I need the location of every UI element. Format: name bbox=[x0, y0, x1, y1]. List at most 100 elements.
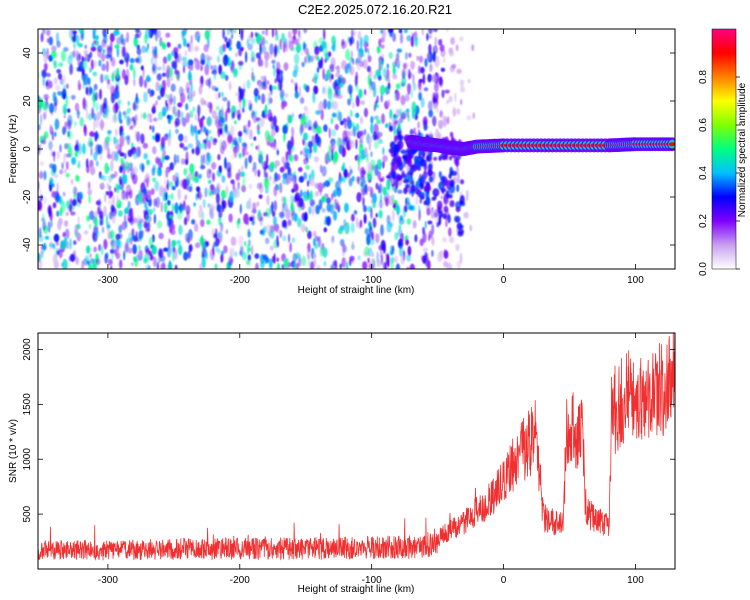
noise-speckle bbox=[372, 217, 377, 228]
noise-speckle bbox=[53, 63, 57, 69]
noise-speckle bbox=[214, 263, 218, 269]
noise-speckle bbox=[120, 157, 124, 165]
noise-speckle bbox=[170, 192, 174, 201]
noise-speckle bbox=[157, 95, 162, 101]
noise-speckle bbox=[115, 238, 121, 249]
noise-speckle bbox=[438, 119, 444, 130]
noise-speckle bbox=[195, 130, 198, 142]
noise-speckle bbox=[91, 263, 96, 268]
noise-speckle bbox=[418, 92, 422, 101]
noise-speckle bbox=[281, 235, 287, 242]
noise-speckle bbox=[169, 162, 174, 171]
noise-speckle bbox=[334, 123, 339, 131]
noise-speckle bbox=[247, 43, 253, 51]
noise-speckle bbox=[397, 189, 403, 194]
noise-speckle bbox=[49, 102, 54, 114]
noise-speckle bbox=[116, 46, 120, 58]
noise-speckle bbox=[345, 48, 351, 61]
noise-speckle bbox=[231, 154, 234, 161]
transition-blob bbox=[393, 144, 399, 154]
noise-speckle bbox=[93, 246, 97, 253]
noise-speckle bbox=[57, 220, 62, 231]
noise-speckle bbox=[38, 100, 43, 112]
noise-speckle bbox=[260, 59, 264, 67]
noise-speckle bbox=[276, 262, 281, 269]
noise-speckle bbox=[265, 29, 268, 37]
noise-speckle bbox=[158, 232, 164, 240]
noise-speckle bbox=[152, 177, 157, 183]
noise-speckle bbox=[331, 44, 335, 51]
noise-speckle bbox=[151, 29, 157, 36]
noise-speckle bbox=[69, 238, 72, 250]
noise-speckle bbox=[131, 262, 134, 267]
noise-speckle bbox=[229, 190, 235, 202]
noise-speckle bbox=[348, 165, 352, 170]
noise-speckle bbox=[62, 258, 68, 269]
noise-speckle bbox=[318, 142, 322, 148]
noise-speckle bbox=[275, 184, 282, 191]
noise-speckle bbox=[314, 191, 320, 197]
noise-speckle bbox=[398, 122, 401, 132]
noise-speckle bbox=[43, 196, 47, 205]
noise-speckle bbox=[184, 50, 188, 57]
noise-speckle bbox=[325, 180, 329, 187]
noise-speckle bbox=[107, 130, 112, 135]
noise-speckle bbox=[193, 202, 197, 207]
noise-speckle bbox=[173, 154, 177, 166]
noise-speckle bbox=[146, 189, 152, 201]
colorbar-tick-label: 0.2 bbox=[698, 214, 709, 228]
noise-speckle bbox=[127, 100, 131, 107]
noise-speckle bbox=[224, 74, 229, 81]
noise-speckle bbox=[86, 245, 91, 254]
noise-speckle bbox=[456, 108, 461, 115]
noise-speckle bbox=[72, 30, 77, 35]
noise-speckle bbox=[316, 125, 322, 135]
noise-speckle bbox=[116, 194, 120, 205]
transition-blob bbox=[427, 168, 433, 177]
noise-speckle bbox=[300, 223, 306, 233]
noise-speckle bbox=[246, 38, 249, 47]
transition-blob bbox=[442, 155, 448, 160]
noise-speckle bbox=[227, 37, 232, 44]
noise-speckle bbox=[182, 178, 188, 190]
noise-speckle bbox=[204, 187, 208, 198]
colorbar: 0.0 0.2 0.4 0.6 0.8 Normalized spectral ampl… bbox=[698, 28, 748, 276]
noise-speckle bbox=[343, 218, 347, 227]
noise-speckle bbox=[334, 65, 340, 70]
noise-speckle bbox=[40, 113, 43, 126]
noise-speckle bbox=[104, 253, 109, 264]
noise-speckle bbox=[106, 78, 111, 85]
noise-speckle bbox=[282, 172, 288, 180]
noise-speckle bbox=[250, 142, 254, 147]
noise-speckle bbox=[351, 213, 355, 222]
noise-speckle bbox=[442, 237, 447, 243]
noise-speckle bbox=[309, 178, 315, 187]
noise-speckle bbox=[279, 38, 282, 51]
noise-speckle bbox=[380, 44, 385, 49]
noise-speckle bbox=[273, 46, 277, 59]
noise-speckle bbox=[257, 209, 261, 220]
noise-speckle bbox=[392, 64, 396, 76]
noise-speckle bbox=[275, 160, 281, 167]
noise-speckle bbox=[331, 112, 337, 118]
noise-speckle bbox=[382, 147, 385, 156]
noise-speckle bbox=[74, 186, 77, 197]
noise-speckle bbox=[154, 180, 160, 192]
noise-speckle bbox=[55, 241, 59, 246]
noise-speckle bbox=[166, 179, 170, 192]
noise-speckle bbox=[53, 174, 59, 179]
noise-speckle bbox=[350, 109, 353, 118]
noise-speckle bbox=[191, 148, 195, 155]
noise-speckle bbox=[213, 72, 217, 80]
noise-speckle bbox=[92, 71, 98, 77]
noise-speckle bbox=[307, 141, 313, 149]
noise-speckle bbox=[95, 230, 100, 238]
noise-speckle bbox=[381, 161, 385, 169]
noise-speckle bbox=[339, 120, 345, 126]
noise-speckle bbox=[378, 61, 381, 73]
noise-speckle bbox=[300, 115, 306, 127]
noise-speckle bbox=[229, 250, 232, 259]
noise-speckle bbox=[274, 172, 278, 182]
noise-speckle bbox=[57, 248, 61, 253]
noise-speckle bbox=[370, 123, 374, 134]
